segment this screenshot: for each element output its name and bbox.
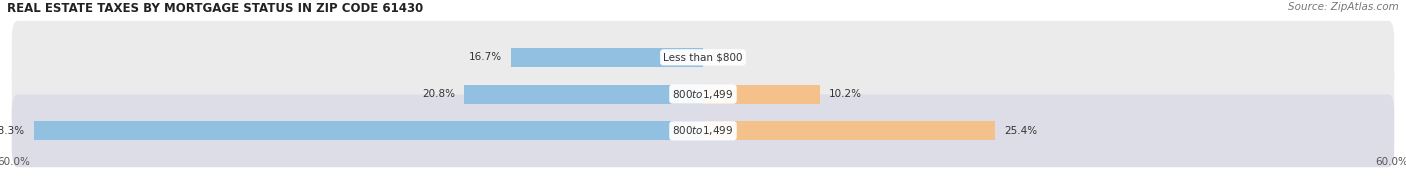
Bar [464, 84, 703, 104]
FancyBboxPatch shape [11, 21, 1395, 94]
Text: $800 to $1,499: $800 to $1,499 [672, 124, 734, 137]
Bar [703, 84, 820, 104]
Text: $800 to $1,499: $800 to $1,499 [672, 88, 734, 101]
Bar [703, 121, 994, 140]
Bar [34, 121, 703, 140]
Text: Source: ZipAtlas.com: Source: ZipAtlas.com [1288, 2, 1399, 12]
Text: 10.2%: 10.2% [830, 89, 862, 99]
Text: 25.4%: 25.4% [1004, 126, 1038, 136]
Text: REAL ESTATE TAXES BY MORTGAGE STATUS IN ZIP CODE 61430: REAL ESTATE TAXES BY MORTGAGE STATUS IN … [7, 2, 423, 15]
FancyBboxPatch shape [11, 58, 1395, 131]
Text: 16.7%: 16.7% [470, 52, 502, 62]
Text: 0.0%: 0.0% [713, 52, 738, 62]
FancyBboxPatch shape [11, 94, 1395, 167]
Text: 58.3%: 58.3% [0, 126, 24, 136]
Bar [512, 48, 703, 67]
Text: Less than $800: Less than $800 [664, 52, 742, 62]
Text: 20.8%: 20.8% [422, 89, 456, 99]
